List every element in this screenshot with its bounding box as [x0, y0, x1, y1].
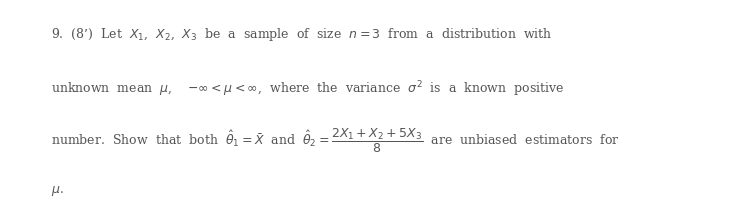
- Text: number.  Show  that  both  $\hat{\theta}_1 = \bar{X}$  and  $\hat{\theta}_2 = \d: number. Show that both $\hat{\theta}_1 =…: [51, 127, 620, 155]
- Text: 9.  (8’)  Let  $X_1$,  $X_2$,  $X_3$  be  a  sample  of  size  $n = 3$  from  a : 9. (8’) Let $X_1$, $X_2$, $X_3$ be a sam…: [51, 26, 553, 43]
- Text: $\mu$.: $\mu$.: [51, 183, 64, 197]
- Text: unknown  mean  $\mu$,    $-\infty < \mu < \infty$,  where  the  variance  $\sigm: unknown mean $\mu$, $-\infty < \mu < \in…: [51, 79, 564, 99]
